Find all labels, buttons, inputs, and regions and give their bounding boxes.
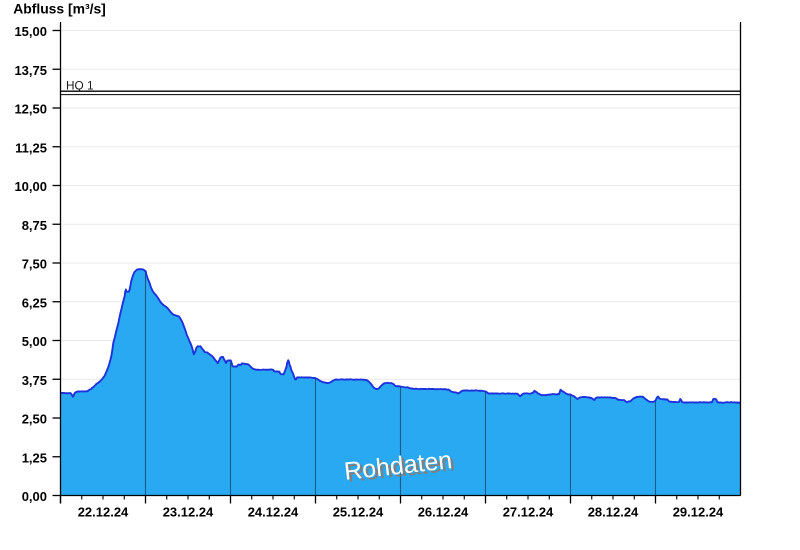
svg-text:24.12.24: 24.12.24 xyxy=(248,504,299,519)
svg-text:7,50: 7,50 xyxy=(22,257,47,272)
svg-text:15,00: 15,00 xyxy=(14,24,47,39)
svg-text:6,25: 6,25 xyxy=(22,295,47,310)
svg-text:12,50: 12,50 xyxy=(14,102,47,117)
svg-text:27.12.24: 27.12.24 xyxy=(503,504,554,519)
svg-text:23.12.24: 23.12.24 xyxy=(163,504,214,519)
svg-text:22.12.24: 22.12.24 xyxy=(78,504,129,519)
svg-text:29.12.24: 29.12.24 xyxy=(673,504,724,519)
svg-text:11,25: 11,25 xyxy=(15,140,47,155)
svg-text:28.12.24: 28.12.24 xyxy=(588,504,639,519)
svg-text:10,00: 10,00 xyxy=(14,179,47,194)
svg-text:25.12.24: 25.12.24 xyxy=(333,504,384,519)
svg-text:3,75: 3,75 xyxy=(22,373,47,388)
svg-text:HQ 1: HQ 1 xyxy=(66,79,94,93)
svg-text:2,50: 2,50 xyxy=(22,412,47,427)
svg-text:26.12.24: 26.12.24 xyxy=(418,504,469,519)
svg-text:13,75: 13,75 xyxy=(14,63,47,78)
svg-text:5,00: 5,00 xyxy=(22,334,47,349)
svg-text:1,25: 1,25 xyxy=(22,450,47,465)
svg-text:Abfluss [m³/s]: Abfluss [m³/s] xyxy=(13,1,106,17)
svg-text:8,75: 8,75 xyxy=(22,218,47,233)
svg-text:0,00: 0,00 xyxy=(22,489,47,504)
